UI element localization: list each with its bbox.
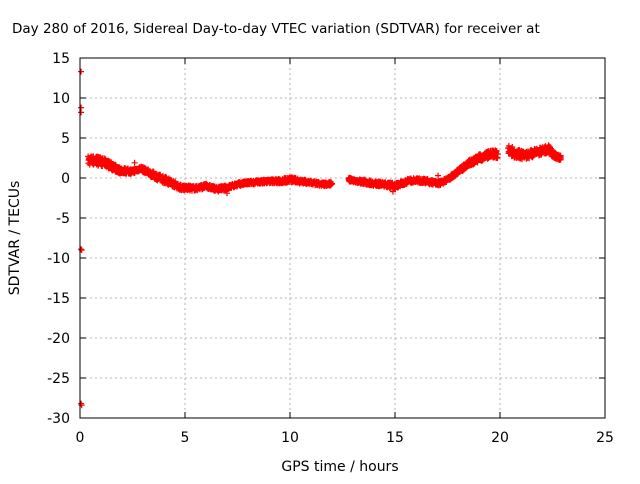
y-tick-label: -20 bbox=[47, 331, 70, 347]
grid-lines bbox=[80, 58, 605, 418]
x-tick-label: 0 bbox=[76, 430, 85, 446]
data-point bbox=[389, 188, 396, 195]
data-point bbox=[557, 155, 564, 161]
x-tick-label: 5 bbox=[181, 430, 190, 446]
data-point bbox=[547, 145, 554, 152]
y-tick-label: -25 bbox=[47, 371, 70, 387]
data-point bbox=[494, 151, 501, 157]
y-tick-label: 15 bbox=[52, 51, 70, 67]
data-points bbox=[78, 68, 564, 409]
y-tick-label: -10 bbox=[47, 251, 70, 267]
chart-title: Day 280 of 2016, Sidereal Day-to-day VTE… bbox=[12, 21, 540, 37]
y-tick-label: -15 bbox=[47, 291, 70, 307]
y-tick-label: 5 bbox=[61, 131, 70, 147]
y-tick-label: -5 bbox=[56, 211, 70, 227]
data-point bbox=[224, 190, 230, 197]
data-point bbox=[78, 246, 85, 253]
data-point bbox=[435, 172, 442, 179]
data-point bbox=[131, 159, 138, 166]
y-tick-label: 10 bbox=[52, 91, 70, 107]
x-tick-label: 15 bbox=[386, 430, 404, 446]
data-point bbox=[78, 109, 85, 116]
x-tick-label: 20 bbox=[491, 430, 509, 446]
y-tick-label: 0 bbox=[61, 171, 70, 187]
plot-frame bbox=[79, 57, 606, 419]
axis-ticks: 0 5 10 15 20 25 15 10 5 0 -5 -10 -15 -20 -25 -30 bbox=[47, 51, 614, 446]
data-point bbox=[78, 68, 85, 75]
x-axis-label: GPS time / hours bbox=[281, 459, 398, 475]
x-tick-label: 25 bbox=[596, 430, 614, 446]
y-axis-label: SDTVAR / TECUs bbox=[7, 181, 23, 296]
x-tick-label: 10 bbox=[281, 430, 299, 446]
data-point bbox=[329, 180, 335, 187]
y-tick-label: -30 bbox=[47, 411, 70, 427]
